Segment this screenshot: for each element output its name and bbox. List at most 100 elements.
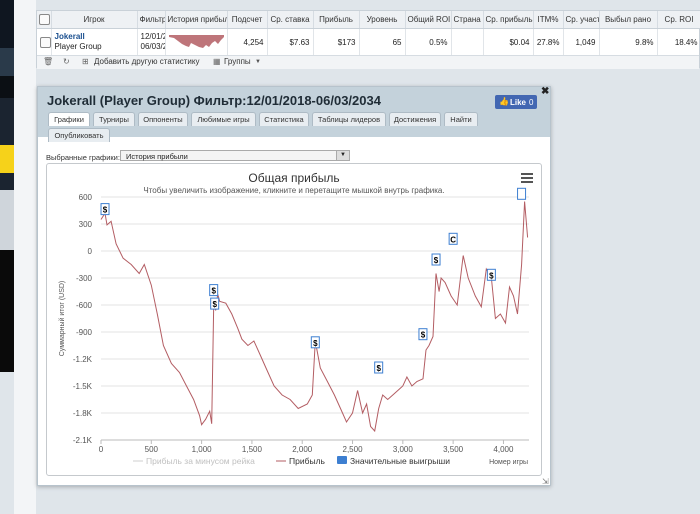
tab-find[interactable]: Найти: [444, 112, 478, 126]
tab-opponents[interactable]: Оппоненты: [138, 112, 188, 126]
big-win-marker: [431, 253, 441, 266]
tab-charts[interactable]: Графики: [48, 112, 90, 126]
stats-header-row: Игрок Фильтр История прибыли Подсчет Ср.…: [37, 11, 700, 29]
ad-tile: [0, 48, 14, 76]
count-cell: 4,254: [227, 28, 268, 55]
close-icon[interactable]: ✖: [541, 86, 550, 97]
add-icon: ⊞: [82, 57, 89, 66]
chevron-down-icon[interactable]: ▼: [255, 59, 261, 65]
big-win-label: $: [211, 287, 216, 296]
chevron-down-icon: ▼: [336, 151, 349, 160]
col-header[interactable]: Фильтр: [137, 11, 166, 29]
big-win-marker: [486, 268, 496, 281]
col-header[interactable]: Ср. ROI: [657, 11, 700, 29]
row-checkbox[interactable]: [37, 28, 52, 55]
profit-sparkline[interactable]: [165, 28, 228, 55]
y-tick-label: 300: [79, 220, 93, 229]
table-row: Jokerall Player Group 12/01/2 06/03/2 4,…: [37, 28, 700, 55]
x-tick-label: 1,000: [192, 445, 213, 454]
tab-statistics[interactable]: Статистика: [259, 112, 309, 126]
ad-tile: [0, 145, 14, 173]
avg-stake-cell: $7.63: [267, 28, 314, 55]
profit-cell: $173: [313, 28, 360, 55]
menu-icon[interactable]: [521, 173, 533, 183]
col-header[interactable]: Ср. ставка: [267, 11, 314, 29]
total-roi-cell: 0.5%: [405, 28, 452, 55]
ad-tile: [0, 0, 14, 48]
x-tick-label: 3,000: [393, 445, 414, 454]
y-tick-label: -1.8K: [73, 409, 93, 418]
col-header[interactable]: ITM%: [533, 11, 564, 29]
col-header[interactable]: История прибыли: [165, 11, 228, 29]
big-win-label: $: [376, 364, 381, 373]
filter-from: 12/01/2: [140, 32, 165, 41]
ad-tile: [0, 250, 14, 372]
big-win-label: $: [489, 271, 494, 280]
big-win-marker: [418, 328, 428, 341]
chart-container[interactable]: Общая прибыль Чтобы увеличить изображение…: [46, 163, 542, 476]
tab-achievements[interactable]: Достижения: [389, 112, 441, 126]
ad-tile: [0, 76, 14, 98]
x-tick-label: 2,500: [343, 445, 364, 454]
resize-handle-icon[interactable]: ⇲: [542, 477, 549, 486]
groups-icon: ▦: [213, 57, 221, 66]
tab-tournaments[interactable]: Турниры: [93, 112, 135, 126]
chart-subtitle: Чтобы увеличить изображение, кликните и …: [143, 186, 444, 195]
sparkline-graph: [168, 35, 224, 48]
refresh-icon[interactable]: ↻: [63, 57, 70, 66]
stats-toolbar: 🗑 ↻ ⊞ Добавить другую статистику ▦ Групп…: [37, 55, 699, 69]
groups-button[interactable]: Группы: [224, 57, 251, 66]
y-tick-label: -2.1K: [73, 436, 93, 445]
chart-select-value: История прибыли: [126, 152, 188, 161]
legend-item-rake: Прибыль за минусом рейка: [146, 456, 255, 466]
y-tick-label: -900: [76, 328, 93, 337]
col-header[interactable]: Выбыл рано: [599, 11, 658, 29]
stats-table: Игрок Фильтр История прибыли Подсчет Ср.…: [36, 10, 700, 69]
facebook-like-button[interactable]: 👍 Like 0: [495, 95, 537, 109]
tab-leaderboards[interactable]: Таблицы лидеров: [312, 112, 386, 126]
chart-select-label: Выбранные графики:: [46, 153, 120, 162]
col-header[interactable]: Ср. прибыль: [483, 11, 534, 29]
col-header[interactable]: Подсчет: [227, 11, 268, 29]
col-header[interactable]: Уровень: [359, 11, 406, 29]
x-tick-label: 3,500: [443, 445, 464, 454]
early-out-cell: 9.8%: [599, 28, 658, 55]
big-win-marker: [310, 336, 320, 349]
itm-cell: 27.8%: [533, 28, 564, 55]
big-win-marker: [209, 284, 219, 297]
player-popup: Jokerall (Player Group) Фильтр:12/01/201…: [37, 86, 551, 486]
y-tick-label: -600: [76, 301, 93, 310]
filter-cell: 12/01/2 06/03/2: [137, 28, 166, 55]
y-tick-label: -1.5K: [73, 382, 93, 391]
popup-header: Jokerall (Player Group) Фильтр:12/01/201…: [38, 86, 550, 142]
big-win-label: $: [103, 206, 108, 215]
tab-favorite-games[interactable]: Любимые игры: [191, 112, 256, 126]
popup-title: Jokerall (Player Group) Фильтр:12/01/201…: [47, 93, 381, 108]
tab-publish[interactable]: Опубликовать: [48, 128, 110, 142]
col-header[interactable]: Игрок: [51, 11, 138, 29]
player-link[interactable]: Jokerall: [54, 32, 85, 41]
x-tick-label: 2,000: [292, 445, 313, 454]
col-header[interactable]: Ср. участ: [563, 11, 600, 29]
like-label: Like: [510, 98, 527, 107]
legend-item-big-wins: Значительные выигрыши: [350, 456, 450, 466]
trash-icon[interactable]: 🗑: [43, 57, 54, 66]
big-win-label: $: [212, 300, 217, 309]
add-stat-button[interactable]: Добавить другую статистику: [94, 57, 200, 66]
col-header[interactable]: Страна: [451, 11, 484, 29]
left-ad-banner[interactable]: [0, 0, 14, 372]
legend-swatch-big-wins: [337, 456, 347, 464]
big-win-marker: [374, 361, 384, 374]
chart-title: Общая прибыль: [248, 171, 339, 185]
y-tick-label: -1.2K: [73, 355, 93, 364]
big-win-label: $: [313, 339, 318, 348]
col-header[interactable]: Общий ROI: [405, 11, 452, 29]
x-tick-label: 500: [145, 445, 159, 454]
col-header[interactable]: Прибыль: [313, 11, 360, 29]
y-axis-label: Суммарный итог (USD): [58, 281, 66, 357]
big-win-label: C: [450, 235, 456, 244]
thumbs-up-icon: 👍: [499, 97, 509, 106]
select-all-checkbox[interactable]: [37, 11, 52, 29]
chart-select[interactable]: История прибыли ▼: [120, 150, 350, 161]
